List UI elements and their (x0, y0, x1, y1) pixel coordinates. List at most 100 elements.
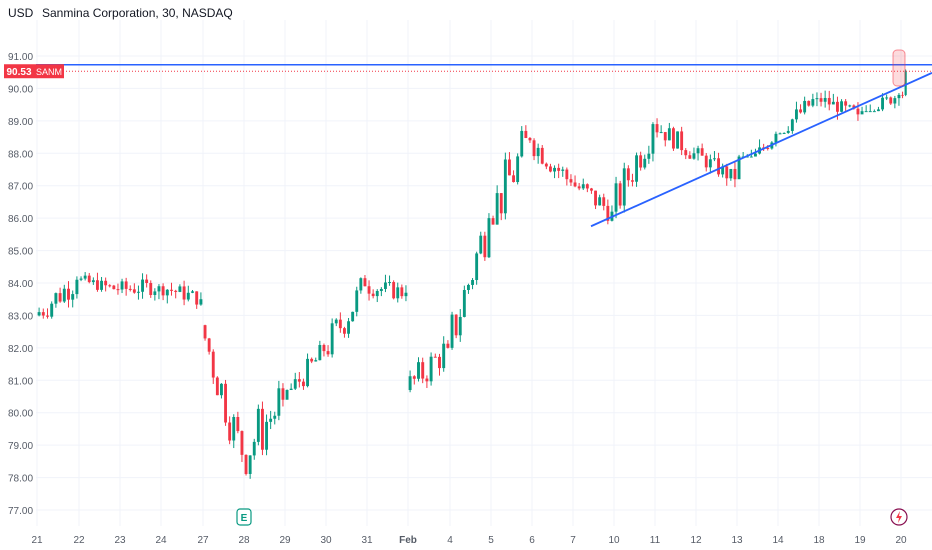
highlight-marker (892, 49, 906, 87)
x-tick-label: 10 (608, 535, 620, 546)
candle-body (483, 235, 487, 258)
candle-body (104, 280, 108, 286)
candle-body (46, 315, 49, 317)
candle-body (269, 418, 273, 422)
candle-body (363, 278, 367, 287)
candle-body (347, 321, 350, 334)
candle-body (458, 316, 462, 336)
candle-body (244, 454, 248, 474)
candle-body (379, 288, 383, 292)
candle-body (54, 293, 58, 304)
candle-body (904, 71, 907, 95)
candle-body (848, 105, 852, 107)
candle-body (553, 167, 556, 172)
candle-body (359, 278, 363, 291)
candle-body (860, 111, 864, 115)
candle-body (228, 422, 232, 441)
candle-body (100, 280, 103, 290)
candle-body (79, 278, 83, 280)
candle-body (508, 159, 511, 176)
candle-body (37, 312, 41, 316)
candle-body (778, 133, 782, 135)
trendline[interactable] (590, 72, 932, 228)
candle-body (388, 282, 391, 284)
candle-body (659, 132, 663, 134)
candle-body (446, 343, 450, 348)
candle-body (157, 286, 161, 292)
candle-body (717, 158, 720, 175)
candle-body (897, 94, 901, 99)
candle-body (161, 286, 165, 296)
candle-body (827, 97, 831, 105)
candle-body (326, 351, 330, 355)
candle-body (844, 101, 848, 106)
candle-body (224, 383, 227, 423)
candle-body (606, 205, 610, 221)
candle-body (334, 319, 338, 324)
candle-body (815, 98, 819, 100)
y-tick-label: 91.00 (8, 52, 33, 63)
grid (36, 20, 932, 526)
candle-body (598, 197, 602, 206)
candle-body (375, 291, 379, 297)
symbol-badge (34, 64, 64, 79)
candle-body (256, 408, 260, 442)
candle-body (495, 193, 499, 225)
earnings-badge[interactable] (236, 508, 252, 526)
x-tick-label: 31 (361, 535, 373, 546)
candle-body (499, 193, 503, 214)
candle-body (62, 288, 66, 302)
candle-body (450, 314, 454, 348)
candle-body (885, 97, 889, 99)
y-tick-label: 83.00 (8, 311, 33, 322)
candle-body (392, 282, 396, 299)
candle-body (721, 166, 725, 175)
candle-body (343, 328, 346, 334)
x-tick-label: 5 (488, 535, 494, 546)
candle-body (790, 119, 794, 131)
candle-body (429, 356, 433, 382)
candle-body (182, 286, 186, 300)
candle-body (351, 311, 355, 322)
candle-body (338, 319, 342, 329)
candle-body (573, 182, 577, 187)
candle-body (881, 97, 884, 110)
last-price-badge (4, 64, 34, 79)
candle-body (749, 156, 753, 158)
candle-body (277, 388, 281, 416)
earnings-badge-label: E (241, 513, 248, 524)
candle-body (318, 345, 322, 361)
y-tick-label: 78.00 (8, 474, 33, 485)
candle-body (396, 287, 400, 299)
candle-body (91, 280, 95, 283)
candle-body (145, 279, 149, 284)
candle-body (471, 280, 474, 285)
candle-body (404, 292, 408, 297)
candle-body (186, 292, 190, 300)
candle-body (864, 111, 868, 113)
candle-body (41, 312, 45, 316)
candle-body (199, 299, 203, 305)
candle-body (766, 147, 770, 149)
x-tick-label: 27 (197, 535, 209, 546)
candle-body (421, 362, 425, 379)
candle-body (174, 290, 178, 292)
candle-body (438, 356, 441, 369)
candle-body (594, 190, 597, 206)
candle-body (754, 153, 757, 157)
candle-body (491, 218, 495, 225)
candle-body (211, 351, 215, 378)
candle-body (618, 183, 622, 206)
candle-body (306, 358, 309, 387)
candle-body (120, 281, 124, 290)
candle-body (425, 378, 429, 382)
candle-body (153, 291, 157, 295)
candle-body (680, 131, 684, 151)
candle-body (108, 285, 112, 287)
candle-body (532, 140, 536, 157)
candle-body (367, 286, 371, 294)
candle-body (289, 388, 293, 391)
candle-body (240, 431, 244, 455)
chart-title: Sanmina Corporation, 30, NASDAQ (42, 6, 233, 20)
